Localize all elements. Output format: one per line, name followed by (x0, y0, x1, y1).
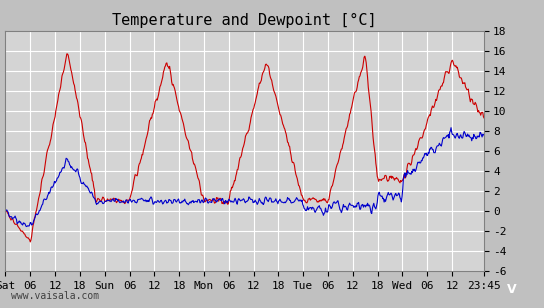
Text: V: V (506, 283, 516, 296)
Text: www.vaisala.com: www.vaisala.com (11, 291, 99, 301)
Title: Temperature and Dewpoint [°C]: Temperature and Dewpoint [°C] (113, 13, 377, 28)
